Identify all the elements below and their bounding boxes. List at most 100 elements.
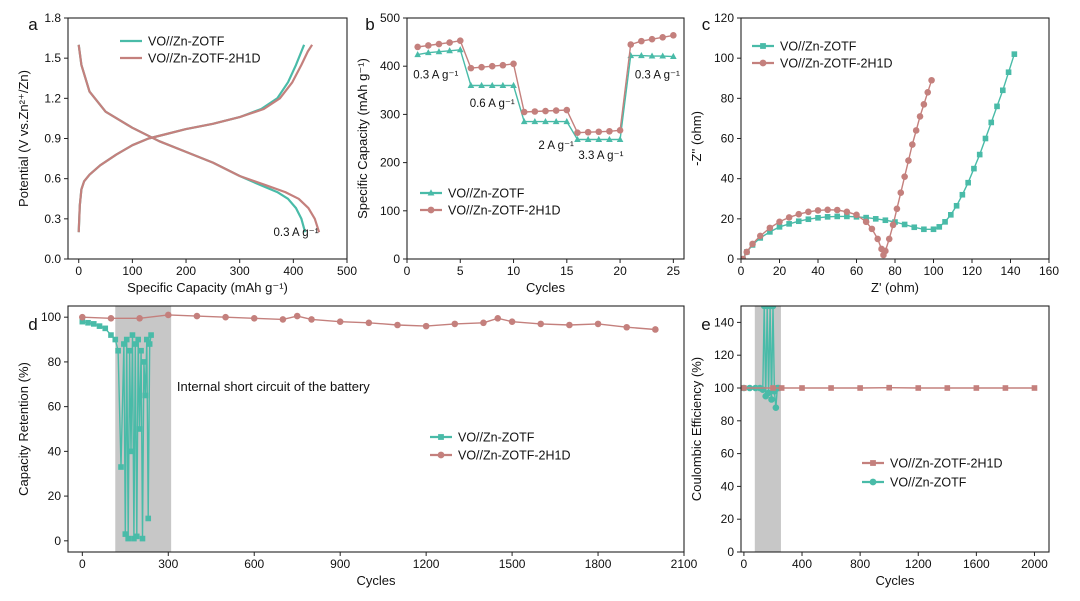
data-point bbox=[520, 118, 528, 125]
data-point bbox=[874, 235, 881, 243]
x-tick-label: 0 bbox=[79, 557, 86, 571]
data-point bbox=[976, 151, 983, 158]
x-axis-label: Cycles bbox=[875, 573, 915, 588]
data-point bbox=[944, 385, 951, 391]
data-point bbox=[563, 118, 571, 125]
data-point bbox=[133, 533, 140, 540]
data-point bbox=[824, 206, 831, 214]
data-point bbox=[889, 221, 897, 229]
x-tick-label: 160 bbox=[1039, 264, 1059, 278]
x-tick-label: 400 bbox=[283, 264, 303, 278]
data-point bbox=[795, 210, 803, 218]
series-line-0 bbox=[77, 44, 306, 233]
data-point bbox=[638, 37, 645, 45]
data-point bbox=[148, 332, 154, 338]
data-point bbox=[767, 229, 773, 235]
series-line-1 bbox=[77, 44, 307, 233]
legend: VO//Zn-ZOTF VO//Zn-ZOTF-2H1D bbox=[430, 431, 571, 463]
data-point bbox=[594, 320, 602, 328]
y-tick-label: 20 bbox=[48, 489, 62, 503]
y-tick-label: 0.6 bbox=[44, 172, 61, 186]
data-point bbox=[508, 318, 516, 325]
data-point bbox=[531, 108, 539, 115]
data-point bbox=[814, 207, 822, 214]
data-point bbox=[905, 157, 912, 164]
data-point bbox=[766, 224, 774, 232]
data-point bbox=[772, 404, 780, 411]
data-point bbox=[741, 385, 747, 391]
data-point bbox=[499, 81, 507, 88]
data-point bbox=[478, 63, 485, 71]
x-tick-label: 25 bbox=[667, 264, 681, 278]
legend: VO//Zn-ZOTF VO//Zn-ZOTF-2H1D bbox=[120, 35, 261, 66]
data-point bbox=[872, 216, 879, 222]
legend-marker bbox=[427, 206, 435, 214]
data-point bbox=[102, 325, 109, 332]
data-point bbox=[768, 396, 775, 403]
x-tick-label: 900 bbox=[330, 557, 350, 571]
x-tick-label: 300 bbox=[158, 557, 178, 571]
data-point bbox=[776, 224, 783, 230]
data-point bbox=[786, 221, 792, 227]
legend-label: VO//Zn-ZOTF-2H1D bbox=[448, 204, 561, 218]
data-point bbox=[670, 52, 677, 60]
data-point bbox=[132, 341, 139, 347]
y-tick-label: 300 bbox=[380, 107, 400, 121]
y-tick-label: 0 bbox=[54, 534, 61, 548]
data-point bbox=[422, 322, 430, 330]
data-point bbox=[911, 224, 918, 231]
data-point bbox=[125, 535, 131, 542]
plot-frame bbox=[740, 305, 1050, 553]
data-point bbox=[971, 165, 977, 172]
legend-marker bbox=[759, 59, 767, 67]
series-line-3 bbox=[77, 44, 321, 233]
data-point bbox=[652, 326, 659, 333]
legend-marker bbox=[870, 460, 876, 466]
y-tick-label: 60 bbox=[48, 400, 62, 414]
data-point bbox=[815, 215, 821, 221]
x-tick-label: 80 bbox=[888, 264, 902, 278]
data-point bbox=[446, 47, 453, 54]
data-point bbox=[999, 87, 1006, 94]
data-point bbox=[131, 535, 137, 542]
data-point bbox=[122, 531, 129, 537]
y-axis-label: -Z'' (ohm) bbox=[689, 111, 704, 166]
data-point bbox=[769, 306, 777, 310]
y-tick-label: 0 bbox=[727, 252, 734, 266]
annotation: 0.3 A g⁻¹ bbox=[635, 69, 680, 81]
y-tick-label: 100 bbox=[380, 204, 400, 218]
data-point bbox=[138, 347, 144, 354]
data-point bbox=[915, 385, 922, 391]
annotation: Internal short circuit of the battery bbox=[177, 379, 370, 394]
data-point bbox=[994, 103, 1000, 110]
data-point bbox=[96, 323, 103, 329]
data-point bbox=[123, 336, 130, 343]
panel-b: 0 5 10 15 20 25 0 100 200 300 400 500 Cycles Specific… bbox=[355, 11, 685, 295]
data-point bbox=[936, 224, 943, 230]
y-tick-label: 120 bbox=[714, 348, 734, 362]
panel-d: 0 300 600 900 1200 1500 1800 2100 0 20 40 60 80 100 Cy… bbox=[16, 305, 698, 588]
data-point bbox=[584, 135, 592, 142]
data-point bbox=[778, 385, 785, 391]
x-tick-label: 1500 bbox=[499, 557, 526, 571]
x-tick-label: 1600 bbox=[963, 557, 990, 571]
annotation: 2 A g⁻¹ bbox=[538, 140, 574, 152]
y-axis-label: Specific Capacity (mAh g⁻¹) bbox=[355, 58, 370, 219]
data-point bbox=[121, 341, 127, 347]
data-point bbox=[478, 81, 485, 88]
data-point bbox=[90, 321, 97, 327]
data-point bbox=[488, 62, 496, 70]
data-point bbox=[308, 316, 315, 323]
data-point bbox=[670, 32, 677, 39]
data-point bbox=[863, 214, 869, 221]
x-tick-label: 40 bbox=[811, 264, 825, 278]
y-tick-label: 0 bbox=[393, 252, 400, 266]
data-point bbox=[542, 107, 549, 115]
data-point bbox=[118, 464, 124, 470]
data-point bbox=[623, 323, 630, 331]
data-point bbox=[743, 248, 751, 256]
data-point bbox=[480, 319, 487, 327]
data-point bbox=[79, 318, 86, 325]
data-point bbox=[882, 247, 889, 255]
x-axis-label: Cycles bbox=[526, 280, 566, 295]
